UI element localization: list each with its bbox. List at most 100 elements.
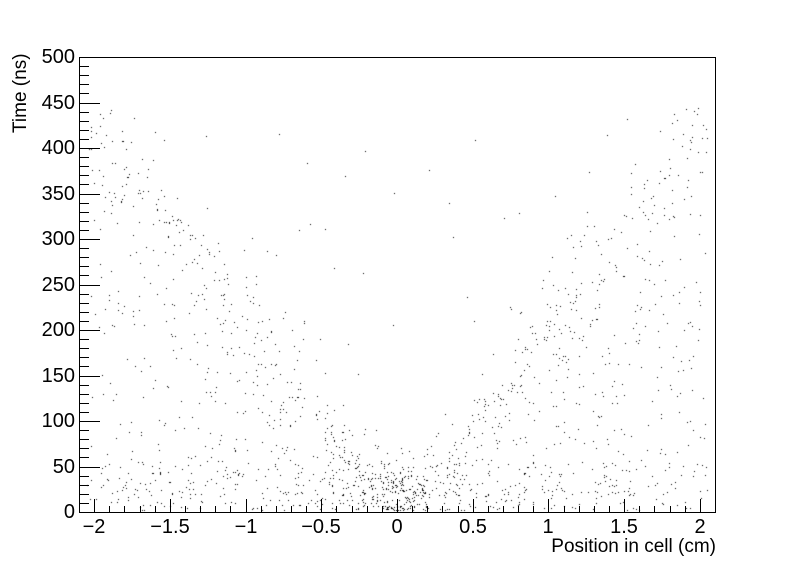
y-minor-tick (80, 348, 89, 349)
x-tick-label: −1 (234, 516, 258, 538)
y-minor-tick (80, 139, 89, 140)
y-minor-tick (80, 439, 89, 440)
x-major-tick (246, 499, 247, 512)
y-major-tick (80, 512, 100, 513)
y-tick-label: 450 (41, 92, 75, 114)
x-minor-tick (140, 506, 141, 512)
x-minor-tick (367, 506, 368, 512)
x-minor-tick (670, 506, 671, 512)
y-minor-tick (80, 184, 89, 185)
y-minor-tick (80, 385, 89, 386)
x-major-tick (321, 499, 322, 512)
y-tick-label: 500 (41, 46, 75, 68)
y-major-tick (80, 376, 100, 377)
y-major-tick (80, 467, 100, 468)
x-minor-tick (306, 506, 307, 512)
x-minor-tick (533, 506, 534, 512)
x-minor-tick (442, 506, 443, 512)
y-tick-label: 400 (41, 137, 75, 159)
y-minor-tick (80, 266, 89, 267)
x-minor-tick (336, 506, 337, 512)
y-minor-tick (80, 257, 89, 258)
y-minor-tick (80, 312, 89, 313)
y-major-tick (80, 148, 100, 149)
y-minor-tick (80, 230, 89, 231)
y-tick-label: 350 (41, 183, 75, 205)
x-minor-tick (124, 506, 125, 512)
x-major-tick (624, 499, 625, 512)
y-minor-tick (80, 203, 89, 204)
y-axis-title: Time (ns) (10, 53, 31, 133)
x-minor-tick (352, 506, 353, 512)
y-minor-tick (80, 221, 89, 222)
x-minor-tick (654, 506, 655, 512)
x-minor-tick (200, 506, 201, 512)
y-tick-label: 0 (63, 501, 75, 523)
x-minor-tick (564, 506, 565, 512)
y-minor-tick (80, 485, 89, 486)
y-major-tick (80, 194, 100, 195)
x-minor-tick (609, 506, 610, 512)
y-tick-label: 200 (41, 319, 75, 341)
y-minor-tick (80, 394, 89, 395)
y-minor-tick (80, 212, 89, 213)
y-minor-tick (80, 93, 89, 94)
x-minor-tick (79, 506, 80, 512)
plot-frame (79, 57, 716, 513)
x-major-tick (397, 499, 398, 512)
x-tick-label: 0 (391, 516, 403, 538)
x-tick-label: 1.5 (610, 516, 638, 538)
x-minor-tick (109, 506, 110, 512)
y-major-tick (80, 239, 100, 240)
x-minor-tick (715, 506, 716, 512)
x-minor-tick (276, 506, 277, 512)
x-major-tick (700, 499, 701, 512)
x-minor-tick (412, 506, 413, 512)
y-minor-tick (80, 66, 89, 67)
x-major-tick (473, 499, 474, 512)
y-major-tick (80, 421, 100, 422)
x-minor-tick (291, 506, 292, 512)
y-minor-tick (80, 476, 89, 477)
y-major-tick (80, 285, 100, 286)
x-major-tick (170, 499, 171, 512)
y-minor-tick (80, 494, 89, 495)
y-minor-tick (80, 321, 89, 322)
x-minor-tick (579, 506, 580, 512)
y-minor-tick (80, 166, 89, 167)
x-tick-label: 0.5 (459, 516, 487, 538)
x-minor-tick (685, 506, 686, 512)
y-minor-tick (80, 121, 89, 122)
y-minor-tick (80, 430, 89, 431)
y-minor-tick (80, 84, 89, 85)
y-tick-label: 100 (41, 410, 75, 432)
x-axis-title: Position in cell (cm) (551, 536, 716, 557)
x-minor-tick (155, 506, 156, 512)
y-minor-tick (80, 457, 89, 458)
y-minor-tick (80, 503, 89, 504)
y-minor-tick (80, 112, 89, 113)
x-minor-tick (518, 506, 519, 512)
x-minor-tick (382, 506, 383, 512)
x-minor-tick (215, 506, 216, 512)
x-minor-tick (488, 506, 489, 512)
x-major-tick (94, 499, 95, 512)
x-tick-label: 2 (694, 516, 706, 538)
y-minor-tick (80, 412, 89, 413)
y-minor-tick (80, 448, 89, 449)
y-minor-tick (80, 357, 89, 358)
x-minor-tick (230, 506, 231, 512)
x-minor-tick (185, 506, 186, 512)
x-major-tick (548, 499, 549, 512)
x-minor-tick (639, 506, 640, 512)
x-tick-label: −2 (82, 516, 106, 538)
y-minor-tick (80, 175, 89, 176)
y-tick-label: 50 (52, 456, 75, 478)
y-minor-tick (80, 275, 89, 276)
x-minor-tick (458, 506, 459, 512)
x-tick-label: −1.5 (150, 516, 190, 538)
y-minor-tick (80, 157, 89, 158)
y-minor-tick (80, 339, 89, 340)
x-tick-label: 1 (542, 516, 554, 538)
